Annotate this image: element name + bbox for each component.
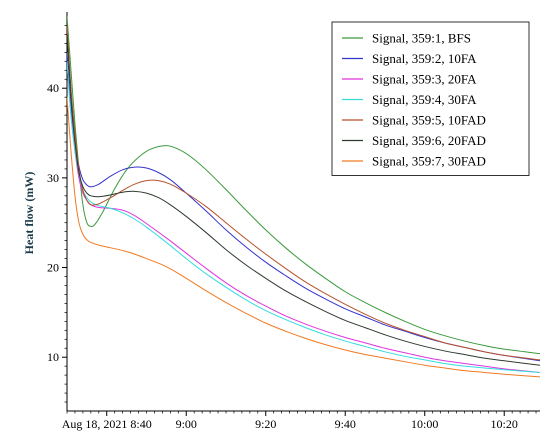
legend: Signal, 359:1, BFS Signal, 359:2, 10FA Sig… — [331, 21, 530, 176]
series-line-2 — [67, 52, 540, 362]
x-tick-label: Aug 18, 2021 8:40 — [62, 417, 152, 431]
series-line-4 — [67, 61, 540, 373]
series-layer — [67, 16, 540, 378]
x-tick-label: 9:00 — [176, 417, 197, 431]
legend-entry-7: Signal, 359:7, 30FAD — [372, 154, 486, 169]
y-axis-label: Heat flow (mW) — [22, 172, 36, 255]
legend-entry-4: Signal, 359:4, 30FA — [372, 92, 477, 107]
y-tick-label: 40 — [47, 81, 59, 95]
x-tick-label: 10:00 — [411, 417, 438, 431]
legend-box — [331, 21, 530, 176]
y-tick-label: 30 — [47, 171, 59, 185]
series-line-1 — [67, 16, 540, 355]
y-tick-label: 10 — [47, 350, 59, 364]
series-line-6 — [67, 34, 540, 366]
plot-area: 10 20 30 40 Aug 18, 2021 8:40 9:00 9:20 9:40 10:… — [47, 12, 540, 431]
x-tick-label: 9:40 — [335, 417, 356, 431]
legend-entry-6: Signal, 359:6, 20FAD — [372, 133, 486, 148]
x-tick-label: 9:20 — [255, 417, 276, 431]
series-line-7 — [67, 97, 540, 378]
y-tick-label: 20 — [47, 261, 59, 275]
x-tick-label: 10:20 — [491, 417, 518, 431]
legend-entry-1: Signal, 359:1, BFS — [372, 31, 471, 46]
legend-entry-2: Signal, 359:2, 10FA — [372, 51, 477, 66]
legend-entry-5: Signal, 359:5, 10FAD — [372, 113, 486, 128]
series-line-5 — [67, 25, 540, 361]
legend-entry-3: Signal, 359:3, 20FA — [372, 72, 477, 87]
